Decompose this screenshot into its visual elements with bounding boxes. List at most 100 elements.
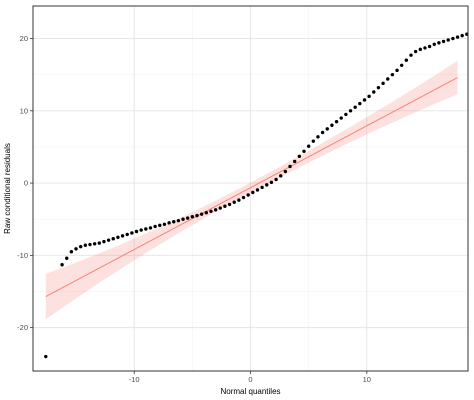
y-tick-label: -10: [17, 251, 28, 260]
data-point: [60, 263, 64, 267]
data-point: [144, 227, 148, 231]
data-point: [190, 214, 195, 219]
data-point: [92, 242, 97, 246]
data-point: [69, 250, 74, 254]
data-point: [269, 180, 274, 185]
confidence-band-layer: [45, 60, 458, 320]
data-point: [130, 231, 134, 235]
data-point: [78, 244, 83, 249]
x-tick-label: -10: [129, 375, 140, 384]
data-point: [279, 174, 283, 178]
data-point: [316, 135, 320, 139]
data-point: [404, 58, 409, 62]
data-point: [400, 63, 404, 67]
data-point: [427, 44, 432, 49]
data-point: [274, 177, 278, 182]
data-point: [292, 159, 297, 164]
data-point: [330, 123, 334, 127]
data-point: [418, 47, 423, 52]
data-point: [306, 144, 311, 148]
data-point: [413, 49, 418, 54]
data-point: [153, 224, 157, 229]
x-tick-label: 0: [248, 375, 252, 384]
reference-line-layer: [45, 77, 458, 297]
data-point: [223, 204, 227, 208]
data-point: [441, 39, 446, 44]
data-point: [260, 185, 264, 190]
data-point: [134, 229, 139, 234]
data-point: [237, 198, 241, 202]
data-point: [125, 232, 129, 237]
data-point: [172, 220, 176, 224]
data-point: [176, 218, 181, 223]
data-point: [390, 72, 395, 77]
data-point: [460, 33, 464, 38]
data-point: [88, 242, 92, 247]
data-point: [199, 212, 204, 216]
data-point: [334, 119, 339, 124]
data-point: [386, 77, 390, 81]
data-point: [111, 237, 115, 241]
data-point: [148, 226, 153, 230]
reference-line: [45, 77, 458, 297]
data-point: [353, 105, 357, 109]
data-point: [409, 53, 413, 57]
data-point: [432, 42, 436, 47]
data-point: [120, 234, 125, 238]
y-tick-label: 20: [20, 34, 28, 43]
data-point: [116, 235, 120, 239]
data-point: [65, 256, 69, 260]
data-point: [325, 127, 329, 131]
data-point: [251, 190, 255, 195]
data-point: [367, 94, 371, 99]
data-point: [255, 188, 260, 192]
data-point: [423, 46, 427, 50]
data-point: [83, 243, 88, 247]
data-point: [381, 81, 385, 86]
data-point: [451, 36, 455, 41]
y-axis-title: Raw conditional residuals: [3, 143, 12, 234]
data-point: [227, 202, 232, 207]
data-point: [213, 208, 218, 212]
data-point: [181, 217, 185, 221]
data-point: [241, 195, 246, 200]
data-point: [139, 228, 143, 232]
data-point: [362, 98, 367, 102]
points-layer: [44, 32, 469, 359]
data-point: [339, 116, 343, 120]
data-point: [162, 222, 167, 226]
data-point: [297, 154, 302, 159]
data-point: [372, 90, 376, 94]
data-point: [376, 85, 381, 90]
data-point: [395, 68, 399, 73]
data-point: [302, 149, 306, 153]
data-point: [74, 247, 78, 251]
data-point: [97, 241, 101, 245]
y-tick-label: 0: [24, 179, 28, 188]
data-point: [311, 139, 316, 143]
confidence-band: [45, 60, 458, 320]
data-point: [167, 221, 171, 225]
data-point: [185, 216, 190, 220]
y-tick-label: -20: [17, 323, 28, 332]
data-point: [102, 239, 106, 244]
data-point: [446, 38, 450, 42]
data-point: [232, 200, 236, 204]
x-axis-title: Normal quantiles: [220, 387, 280, 396]
axes: -10 0 10 -20 -10 0 10 20: [17, 34, 371, 384]
y-tick-label: 10: [20, 106, 28, 115]
data-point: [218, 206, 222, 210]
data-point: [265, 183, 269, 187]
data-point: [455, 35, 460, 39]
data-point: [204, 211, 209, 215]
data-point: [195, 213, 199, 218]
data-point: [44, 354, 48, 359]
data-point: [283, 169, 288, 174]
data-point: [106, 238, 111, 242]
data-point: [320, 130, 325, 135]
data-point: [158, 223, 162, 228]
data-point: [209, 209, 213, 213]
x-tick-label: 10: [363, 375, 371, 384]
